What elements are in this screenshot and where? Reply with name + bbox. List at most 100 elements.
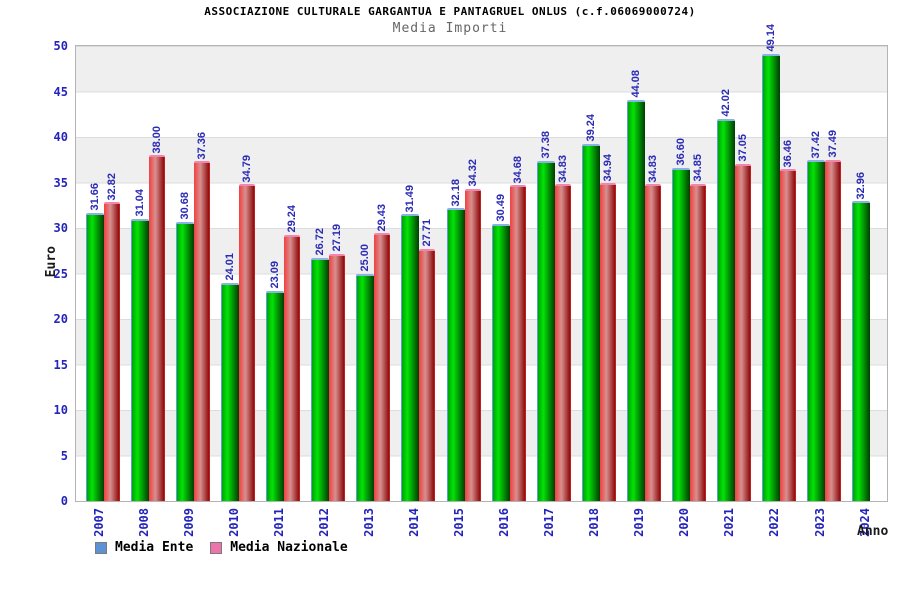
bar-media-nazionale-2015: 34.32 — [464, 159, 481, 501]
bar-group-2023: 37.42 37.49 — [797, 46, 842, 501]
x-tick-label: 2017 — [542, 508, 557, 537]
x-tick-2018: 2018 — [572, 501, 617, 537]
bar-media-ente-2010: 24.01 — [221, 253, 240, 501]
bar-media-ente-2008: 31.04 — [131, 189, 150, 501]
bar-value-label: 37.05 — [736, 134, 749, 162]
chart-title: ASSOCIAZIONE CULTURALE GARGANTUA E PANTA… — [204, 5, 696, 18]
legend-entry-media-ente: Media Ente — [95, 540, 193, 555]
plot-area: 0 5 10 15 20 25 30 35 40 45 50 31.66 32.82 31.04 38.0… — [54, 24, 888, 537]
bar-group-2022: 49.14 36.46 — [752, 24, 797, 501]
bar-media-ente-2020: 36.60 — [671, 138, 690, 501]
bar-value-label: 34.32 — [466, 159, 479, 187]
bar-media-ente-2019: 44.08 — [626, 70, 645, 501]
y-tick-label-0: 0 — [60, 494, 68, 508]
bar-value-label: 23.09 — [269, 261, 282, 289]
bar-value-label: 37.36 — [196, 131, 209, 160]
x-tick-label: 2019 — [632, 508, 647, 537]
x-tick-label: 2014 — [406, 508, 421, 537]
bar-value-label: 31.04 — [134, 189, 147, 217]
legend-swatch-media-nazionale-icon — [210, 541, 223, 554]
bar-media-nazionale-2020: 34.85 — [689, 154, 706, 501]
bar-media-ente-2015: 32.18 — [446, 179, 465, 501]
y-tick-label-35: 35 — [53, 175, 68, 190]
bar-group-2016: 30.49 34.68 — [482, 46, 527, 501]
bar-media-nazionale-2018: 34.94 — [599, 154, 616, 501]
bar-value-label: 31.49 — [404, 184, 417, 213]
bar-media-ente-2011: 23.09 — [266, 261, 285, 501]
legend-label-media-nazionale: Media Nazionale — [230, 540, 348, 555]
x-tick-2012: 2012 — [301, 501, 346, 537]
bar-value-label: 24.01 — [224, 252, 237, 281]
x-tick-label: 2015 — [452, 508, 467, 537]
bar-group-2008: 31.04 38.00 — [121, 46, 166, 501]
bar-group-2009: 30.68 37.36 — [166, 46, 211, 501]
y-tick-label-50: 50 — [53, 39, 68, 53]
y-tick-label-20: 20 — [53, 312, 68, 326]
bar-media-ente-2012: 26.72 — [311, 228, 330, 501]
bar-group-2011: 23.09 29.24 — [256, 46, 301, 501]
x-tick-2019: 2019 — [617, 501, 662, 537]
bar-group-2014: 31.49 27.71 — [391, 46, 436, 501]
chart-subtitle: Media Importi — [392, 21, 508, 36]
x-tick-2022: 2022 — [752, 501, 797, 537]
bar-media-ente-2021: 42.02 — [716, 89, 735, 501]
x-tick-label: 2013 — [361, 508, 376, 537]
bar-media-nazionale-2017: 34.83 — [554, 155, 571, 501]
bar-value-label: 34.85 — [691, 154, 704, 182]
bar-value-label: 36.60 — [674, 138, 687, 166]
legend: Media Ente Media Nazionale — [95, 540, 348, 555]
bar-media-ente-2009: 30.68 — [176, 192, 195, 501]
x-tick-2008: 2008 — [121, 501, 166, 537]
bar-value-label: 34.79 — [241, 154, 254, 183]
y-tick-label-45: 45 — [53, 84, 68, 99]
x-tick-2009: 2009 — [166, 501, 211, 537]
bar-group-2015: 32.18 34.32 — [437, 46, 482, 501]
x-tick-2013: 2013 — [346, 501, 391, 537]
legend-label-media-ente: Media Ente — [115, 540, 194, 555]
bar-groups: 31.66 32.82 31.04 38.00 30.68 37.36 24.01 34.79… — [76, 24, 887, 501]
bar-media-nazionale-2010: 34.79 — [239, 155, 256, 501]
x-axis-label: Anno — [857, 524, 889, 539]
bar-value-label: 31.66 — [89, 183, 101, 211]
x-tick-2016: 2016 — [482, 501, 527, 537]
bar-media-ente-2014: 31.49 — [401, 185, 420, 501]
x-tick-label: 2021 — [722, 508, 737, 537]
bar-group-2007: 31.66 32.82 — [76, 46, 121, 501]
bar-group-2012: 26.72 27.19 — [301, 46, 346, 501]
y-tick-label-30: 30 — [53, 221, 68, 235]
bar-media-nazionale-2014: 27.71 — [419, 219, 436, 501]
bar-media-nazionale-2016: 34.68 — [509, 156, 526, 501]
bar-media-ente-2007: 31.66 — [86, 183, 104, 501]
bar-media-nazionale-2012: 27.19 — [329, 224, 346, 501]
bar-media-nazionale-2011: 29.24 — [284, 205, 301, 501]
bar-group-2010: 24.01 34.79 — [211, 46, 256, 501]
bar-group-2021: 42.02 37.05 — [707, 46, 752, 501]
bar-value-label: 49.14 — [764, 24, 777, 52]
bar-value-label: 34.83 — [646, 154, 659, 183]
bar-media-ente-2013: 25.00 — [356, 244, 375, 501]
bar-media-ente-2017: 37.38 — [536, 131, 555, 501]
bar-group-2013: 25.00 29.43 — [346, 46, 391, 501]
bar-value-label: 34.83 — [556, 154, 569, 183]
bar-media-ente-2023: 37.42 — [807, 131, 825, 501]
bar-value-label: 39.24 — [584, 114, 597, 142]
bar-value-label: 32.18 — [449, 178, 462, 207]
x-tick-label: 2022 — [767, 508, 782, 537]
bar-value-label: 27.19 — [331, 224, 344, 252]
bar-media-nazionale-2013: 29.43 — [374, 204, 391, 501]
bar-value-label: 27.71 — [421, 219, 434, 247]
bar-group-2020: 36.60 34.85 — [662, 46, 707, 501]
y-tick-label-15: 15 — [53, 357, 68, 372]
x-tick-label: 2018 — [587, 508, 602, 537]
bar-media-nazionale-2022: 36.46 — [779, 140, 796, 501]
bar-value-label: 37.49 — [827, 130, 839, 158]
bar-media-ente-2024: 32.96 — [852, 172, 871, 501]
x-tick-label: 2008 — [136, 508, 151, 537]
legend-entry-media-nazionale: Media Nazionale — [210, 540, 348, 555]
legend-swatch-media-ente-icon — [95, 541, 107, 554]
x-tick-label: 2011 — [271, 508, 286, 537]
bar-media-ente-2016: 30.49 — [491, 194, 510, 501]
bar-media-nazionale-2007: 32.82 — [104, 173, 120, 501]
bar-media-nazionale-2019: 34.83 — [644, 155, 661, 501]
bar-media-nazionale-2023: 37.49 — [825, 130, 841, 501]
